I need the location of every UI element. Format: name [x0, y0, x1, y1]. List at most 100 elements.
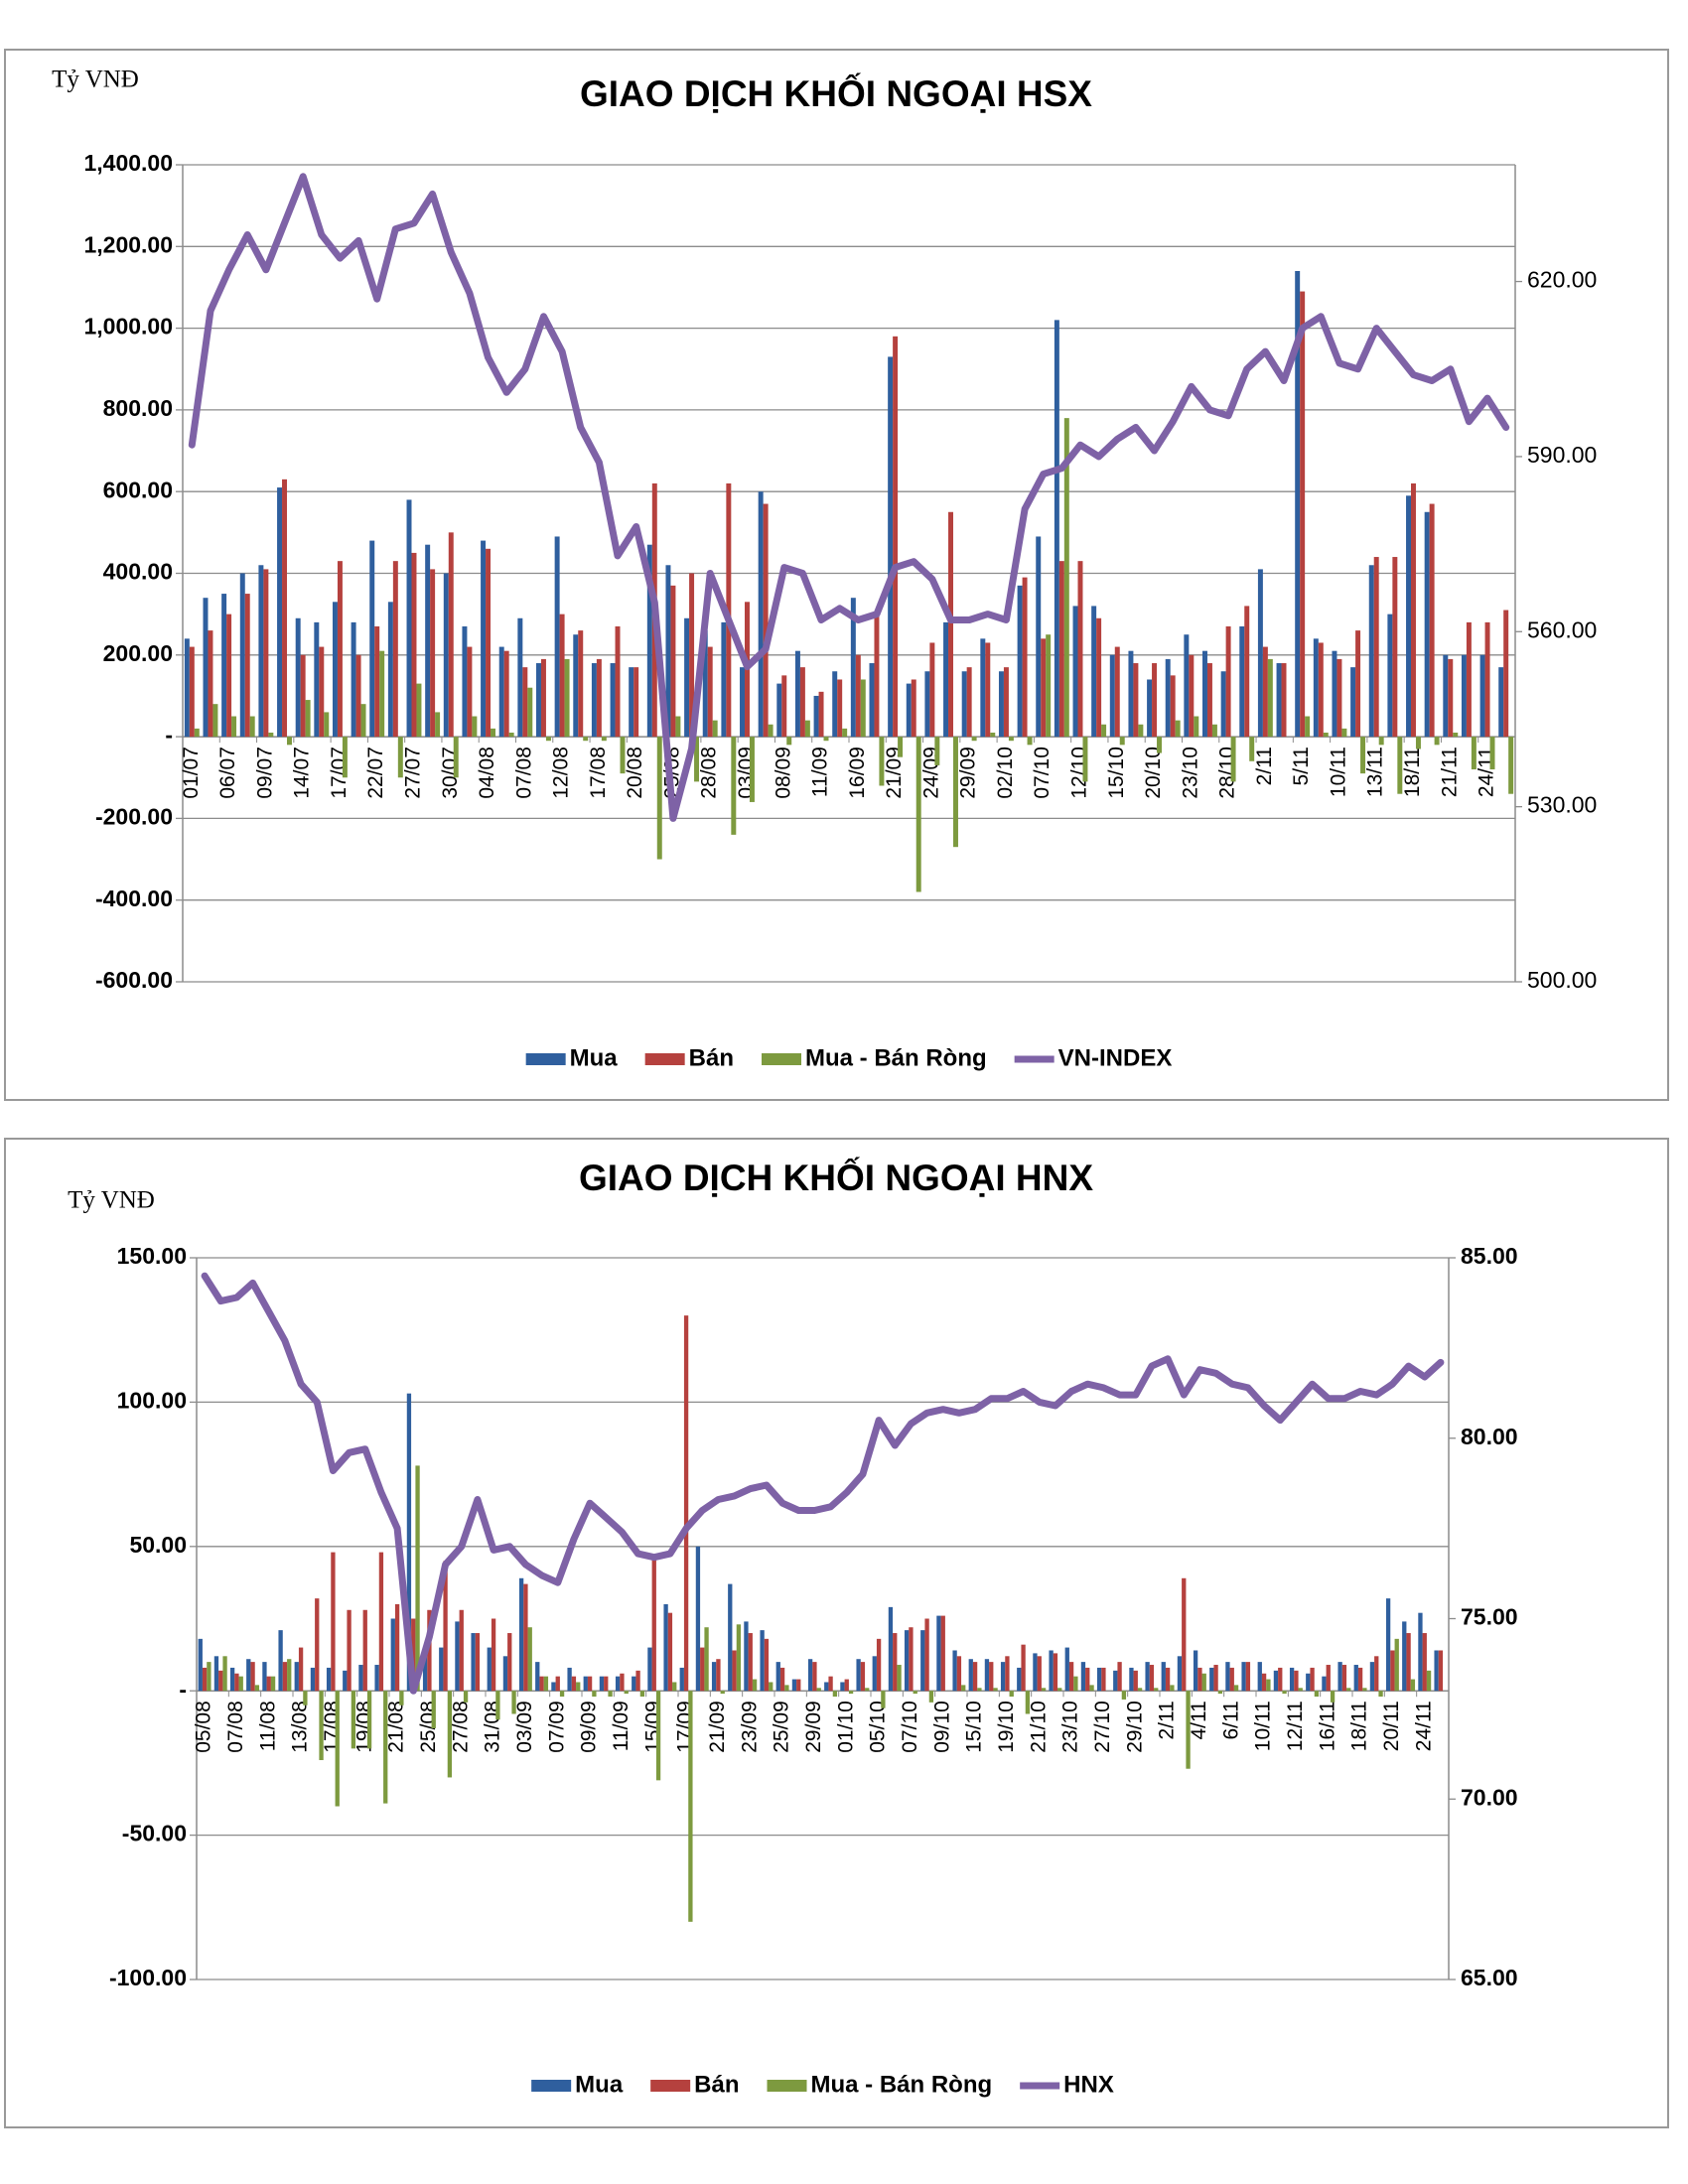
y-tick-label: -100.00 — [109, 1965, 187, 1990]
x-tick-label: 18/11 — [1401, 747, 1424, 797]
x-tick-label: 17/08 — [321, 1701, 344, 1753]
bar — [966, 667, 972, 738]
x-tick-label: 10/11 — [1327, 747, 1349, 797]
bar — [576, 1682, 581, 1692]
bar — [1209, 1667, 1214, 1692]
bar — [1091, 606, 1097, 738]
bar — [784, 1685, 789, 1692]
y2-tick-label: 560.00 — [1527, 616, 1597, 642]
bar — [893, 336, 899, 738]
bar — [898, 737, 904, 757]
bar — [828, 1676, 833, 1692]
bar — [362, 1609, 367, 1692]
bar — [351, 1691, 356, 1749]
x-tick-label: 07/08 — [224, 1701, 247, 1753]
bar — [1114, 646, 1120, 738]
x-tick-label: 19/10 — [995, 1701, 1018, 1753]
bar — [435, 712, 441, 738]
bar — [564, 658, 570, 738]
bar — [498, 646, 504, 738]
x-tick-label: 14/07 — [291, 747, 314, 799]
bar — [655, 1691, 661, 1781]
y-tick-label: - — [179, 1676, 187, 1702]
bar — [1453, 732, 1459, 738]
x-tick-label: 24/11 — [1412, 1701, 1435, 1751]
bar — [383, 1691, 388, 1804]
bar — [1149, 1665, 1155, 1692]
bar — [804, 720, 810, 738]
bar — [720, 1691, 725, 1695]
bar — [523, 1583, 528, 1692]
bar — [332, 602, 338, 738]
bar — [203, 598, 209, 738]
bar — [1294, 1670, 1299, 1692]
bar — [443, 1561, 448, 1692]
bar — [615, 1676, 621, 1692]
bar — [527, 1627, 532, 1692]
bar — [1489, 737, 1495, 770]
x-tick-label: 25/08 — [417, 1701, 440, 1753]
x-tick-label: 02/10 — [994, 747, 1017, 799]
bar — [728, 1583, 733, 1692]
bar — [952, 1650, 957, 1692]
bar — [212, 704, 218, 738]
bar — [776, 683, 782, 738]
bar — [675, 716, 681, 738]
x-tick-label: 21/09 — [706, 1701, 729, 1753]
bar — [670, 585, 676, 738]
y-tick-label: 200.00 — [103, 640, 173, 666]
bar — [545, 737, 551, 742]
bar — [897, 1665, 902, 1692]
bar — [431, 1691, 436, 1729]
bar — [1378, 737, 1384, 746]
bar — [222, 1656, 227, 1692]
bar — [1000, 1662, 1006, 1692]
bar — [1089, 1685, 1094, 1692]
bar — [1298, 1688, 1303, 1692]
x-tick-label: 01/07 — [180, 747, 203, 799]
bar — [1406, 495, 1412, 738]
bar — [1281, 663, 1287, 738]
bar — [601, 737, 607, 742]
bar — [427, 1609, 432, 1692]
x-tick-label: 12/11 — [1284, 1701, 1307, 1751]
bar — [599, 1676, 605, 1692]
bar — [481, 540, 487, 738]
bar — [1300, 291, 1306, 738]
bar — [202, 1667, 208, 1692]
bar — [1378, 1691, 1383, 1698]
y2-tick-label: 85.00 — [1461, 1243, 1518, 1269]
bar — [1276, 663, 1282, 738]
bar — [1230, 737, 1236, 782]
x-tick-label: 28/08 — [698, 747, 721, 799]
bar — [731, 737, 737, 835]
bar — [374, 1665, 379, 1692]
bar — [689, 573, 695, 738]
bar — [559, 1691, 565, 1698]
y-tick-label: -200.00 — [95, 803, 173, 829]
bar — [1147, 679, 1153, 738]
bar — [920, 1630, 925, 1692]
bar — [238, 1676, 243, 1692]
bar — [1245, 1662, 1251, 1692]
bar — [850, 598, 856, 738]
bar — [943, 621, 949, 738]
bar — [842, 728, 848, 738]
line — [201, 1272, 1445, 1695]
bar — [294, 1662, 299, 1692]
bar — [1422, 1633, 1427, 1692]
bar — [535, 1662, 540, 1692]
x-tick-label: 11/09 — [610, 1701, 633, 1751]
bar — [502, 1656, 508, 1692]
bar — [571, 1676, 577, 1692]
bar — [392, 561, 398, 738]
bar — [298, 1647, 304, 1692]
bar — [1429, 503, 1435, 738]
legend-label: Mua — [575, 2071, 624, 2098]
bar — [1211, 724, 1217, 738]
bar — [876, 1638, 882, 1692]
bar — [1184, 634, 1190, 738]
bar — [1229, 1667, 1234, 1692]
bar — [928, 1691, 934, 1703]
x-tick-label: 13/11 — [1364, 747, 1387, 797]
